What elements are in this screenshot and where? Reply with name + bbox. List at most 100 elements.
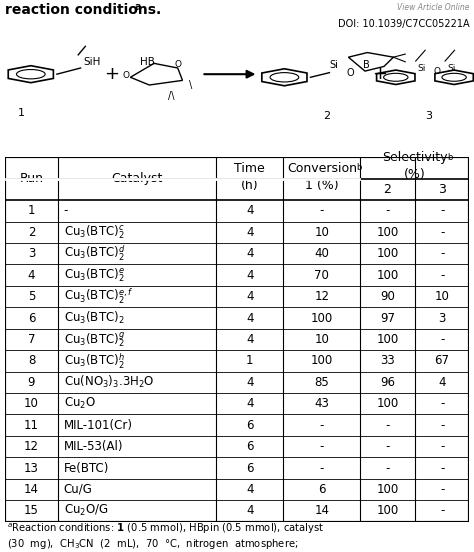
Text: 4: 4 xyxy=(246,311,254,325)
Text: O: O xyxy=(434,67,441,76)
Text: 5: 5 xyxy=(28,290,35,303)
Text: 1: 1 xyxy=(27,204,35,217)
Text: -: - xyxy=(440,461,444,475)
Text: 4: 4 xyxy=(27,269,35,282)
Text: Cu$_3$(BTC)$_2^d$: Cu$_3$(BTC)$_2^d$ xyxy=(64,244,125,263)
Text: Cu$_3$(BTC)$_2^g$: Cu$_3$(BTC)$_2^g$ xyxy=(64,330,125,349)
Text: -: - xyxy=(440,247,444,260)
Text: b: b xyxy=(356,163,362,172)
Text: -: - xyxy=(319,204,324,217)
Text: b: b xyxy=(447,152,453,162)
Text: Run: Run xyxy=(19,172,44,185)
Text: -: - xyxy=(319,419,324,432)
Text: -: - xyxy=(385,204,390,217)
Text: 10: 10 xyxy=(435,290,449,303)
Text: -: - xyxy=(319,461,324,475)
Text: Time
(h): Time (h) xyxy=(235,162,265,192)
Text: -: - xyxy=(64,204,68,217)
Text: Si: Si xyxy=(418,63,426,72)
Text: 4: 4 xyxy=(246,247,254,260)
Text: reaction conditions.: reaction conditions. xyxy=(5,3,161,17)
Text: 4: 4 xyxy=(246,376,254,389)
Text: 6: 6 xyxy=(246,419,254,432)
Text: 8: 8 xyxy=(28,354,35,368)
Text: 11: 11 xyxy=(24,419,39,432)
Text: Cu$_2$O: Cu$_2$O xyxy=(64,396,96,411)
Text: -: - xyxy=(440,440,444,453)
Text: 3: 3 xyxy=(426,112,432,121)
Text: 4: 4 xyxy=(246,483,254,496)
Text: 43: 43 xyxy=(314,397,329,410)
Text: -: - xyxy=(440,419,444,432)
Text: 3: 3 xyxy=(438,183,446,196)
Text: Cu$_3$(BTC)$_2$: Cu$_3$(BTC)$_2$ xyxy=(64,310,124,326)
Text: O: O xyxy=(346,68,354,78)
Text: (30  mg),  CH$_3$CN  (2  mL),  70  $\degree$C,  nitrogen  atmosphere;: (30 mg), CH$_3$CN (2 mL), 70 $\degree$C,… xyxy=(7,537,299,551)
Text: 6: 6 xyxy=(246,440,254,453)
Text: +: + xyxy=(104,65,119,83)
Text: 1: 1 xyxy=(246,354,254,368)
FancyBboxPatch shape xyxy=(5,157,469,522)
Text: -: - xyxy=(385,461,390,475)
Text: 15: 15 xyxy=(24,505,39,517)
Text: Selectivity
(%): Selectivity (%) xyxy=(382,151,447,181)
Text: /\: /\ xyxy=(168,91,178,101)
Text: 96: 96 xyxy=(380,376,395,389)
Text: 3: 3 xyxy=(438,311,446,325)
Text: 100: 100 xyxy=(376,333,399,346)
Text: -: - xyxy=(385,419,390,432)
Text: -: - xyxy=(319,440,324,453)
Text: 4: 4 xyxy=(246,204,254,217)
Text: 14: 14 xyxy=(314,505,329,517)
Text: Si: Si xyxy=(447,63,456,72)
Text: 100: 100 xyxy=(376,247,399,260)
Text: 4: 4 xyxy=(246,226,254,239)
Text: HB: HB xyxy=(140,57,155,67)
Text: -: - xyxy=(385,440,390,453)
Text: O: O xyxy=(174,60,181,68)
Text: $^a$Reaction conditions: $\mathbf{1}$ (0.5 mmol), HBpin (0.5 mmol), catalyst: $^a$Reaction conditions: $\mathbf{1}$ (0… xyxy=(7,522,325,536)
Text: 10: 10 xyxy=(314,226,329,239)
Text: 6: 6 xyxy=(27,311,35,325)
Text: 100: 100 xyxy=(310,311,333,325)
Text: Conversion
1 (%): Conversion 1 (%) xyxy=(287,162,357,192)
Text: Fe(BTC): Fe(BTC) xyxy=(64,461,109,475)
Text: 4: 4 xyxy=(246,269,254,282)
Text: 2: 2 xyxy=(323,112,331,121)
Text: DOI: 10.1039/C7CC05221A: DOI: 10.1039/C7CC05221A xyxy=(337,19,469,29)
Text: Si: Si xyxy=(329,60,338,70)
Text: 6: 6 xyxy=(318,483,326,496)
Text: 4: 4 xyxy=(246,290,254,303)
Text: 100: 100 xyxy=(376,397,399,410)
Text: B: B xyxy=(363,60,369,70)
Text: 100: 100 xyxy=(310,354,333,368)
Text: -: - xyxy=(440,483,444,496)
Text: -: - xyxy=(440,505,444,517)
Text: 100: 100 xyxy=(376,505,399,517)
Text: Cu$_3$(BTC)$_2^e$: Cu$_3$(BTC)$_2^e$ xyxy=(64,267,125,284)
Text: -: - xyxy=(440,226,444,239)
Text: 2: 2 xyxy=(383,183,392,196)
Text: 2: 2 xyxy=(27,226,35,239)
Text: 100: 100 xyxy=(376,483,399,496)
Text: 13: 13 xyxy=(24,461,39,475)
Text: MIL-53(Al): MIL-53(Al) xyxy=(64,440,123,453)
Text: 85: 85 xyxy=(314,376,329,389)
Text: a: a xyxy=(135,2,142,12)
Text: Catalyst: Catalyst xyxy=(111,172,163,185)
Text: Cu/G: Cu/G xyxy=(64,483,92,496)
Text: 4: 4 xyxy=(246,505,254,517)
Text: 3: 3 xyxy=(28,247,35,260)
Text: 6: 6 xyxy=(246,461,254,475)
Text: 4: 4 xyxy=(246,397,254,410)
Text: 67: 67 xyxy=(435,354,449,368)
Text: Cu$_3$(BTC)$_2^{e,f}$: Cu$_3$(BTC)$_2^{e,f}$ xyxy=(64,287,133,306)
Text: -: - xyxy=(440,269,444,282)
Text: Cu(NO$_3$)$_3$.3H$_2$O: Cu(NO$_3$)$_3$.3H$_2$O xyxy=(64,374,154,390)
Text: 97: 97 xyxy=(380,311,395,325)
Text: 90: 90 xyxy=(380,290,395,303)
Text: -: - xyxy=(440,397,444,410)
Text: +: + xyxy=(372,65,387,83)
Text: 4: 4 xyxy=(438,376,446,389)
Text: 33: 33 xyxy=(380,354,395,368)
